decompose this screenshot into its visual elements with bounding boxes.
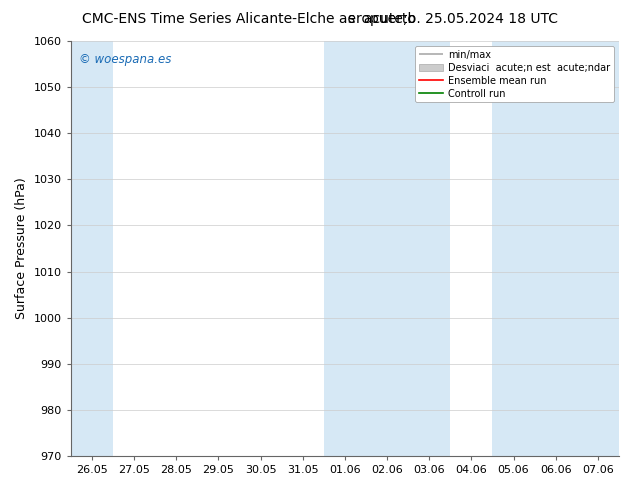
Bar — [408, 41, 450, 456]
Text: CMC-ENS Time Series Alicante-Elche aeropuerto: CMC-ENS Time Series Alicante-Elche aerop… — [82, 12, 417, 26]
Text: © woespana.es: © woespana.es — [79, 53, 171, 67]
Text: s  acute;b. 25.05.2024 18 UTC: s acute;b. 25.05.2024 18 UTC — [348, 12, 558, 26]
Legend: min/max, Desviaci  acute;n est  acute;ndar, Ensemble mean run, Controll run: min/max, Desviaci acute;n est acute;ndar… — [415, 46, 614, 102]
Bar — [534, 41, 577, 456]
Y-axis label: Surface Pressure (hPa): Surface Pressure (hPa) — [15, 178, 28, 319]
Bar — [493, 41, 534, 456]
Bar — [366, 41, 408, 456]
Bar — [577, 41, 619, 456]
Bar — [324, 41, 366, 456]
Bar — [71, 41, 113, 456]
